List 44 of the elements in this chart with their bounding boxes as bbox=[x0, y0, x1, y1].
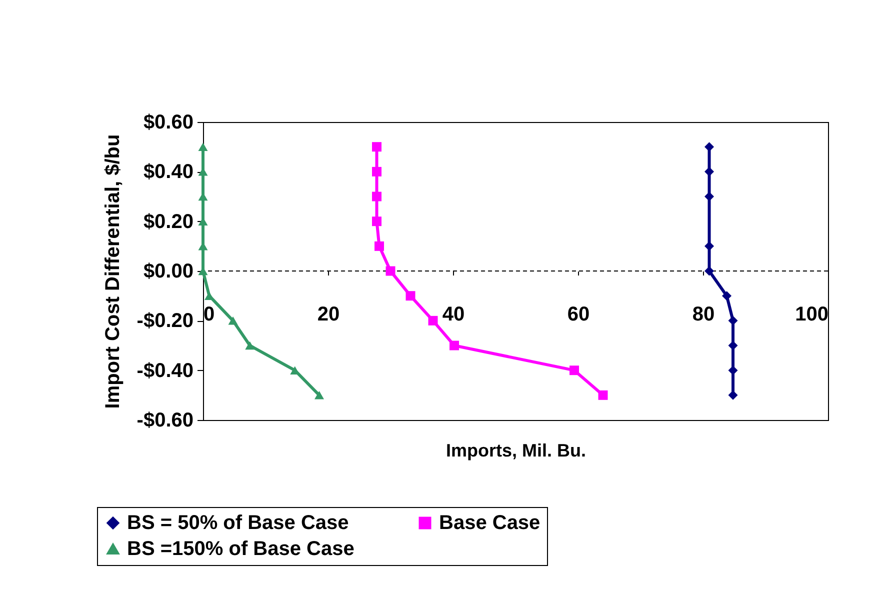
point bbox=[198, 142, 208, 151]
x-axis-title: Imports, Mil. Bu. bbox=[446, 440, 586, 460]
y-axis-title: Import Cost Differential, $/bu bbox=[102, 134, 124, 409]
point bbox=[704, 241, 714, 251]
legend-label: Base Case bbox=[439, 512, 540, 534]
point bbox=[704, 166, 714, 176]
x-tick-label: 0 bbox=[204, 304, 215, 326]
point bbox=[722, 291, 732, 301]
legend-label: BS =150% of Base Case bbox=[127, 538, 354, 560]
point bbox=[372, 166, 382, 176]
point bbox=[314, 391, 324, 400]
point bbox=[372, 192, 382, 202]
point bbox=[406, 291, 416, 301]
point bbox=[372, 216, 382, 226]
y-tick-label: -$0.60 bbox=[136, 410, 194, 432]
point bbox=[704, 266, 714, 276]
y-tick-label: -$0.40 bbox=[136, 360, 194, 382]
point bbox=[728, 340, 738, 350]
x-tick-label: 40 bbox=[442, 304, 465, 326]
x-tick-label: 60 bbox=[567, 304, 590, 326]
legend-label: BS = 50% of Base Case bbox=[127, 512, 349, 534]
point bbox=[428, 316, 438, 326]
y-tick-label: $0.20 bbox=[143, 210, 194, 233]
y-tick-label: $0.40 bbox=[143, 161, 194, 184]
point bbox=[728, 390, 738, 400]
point bbox=[704, 142, 714, 152]
point bbox=[450, 340, 459, 350]
point bbox=[386, 266, 396, 276]
point bbox=[374, 241, 384, 251]
y-tick-label: $0.00 bbox=[143, 260, 194, 282]
point bbox=[228, 316, 238, 325]
y-tick-label: $0.60 bbox=[143, 112, 194, 134]
y-tick-label: -$0.20 bbox=[136, 310, 194, 332]
x-tick-label: 80 bbox=[692, 304, 715, 326]
point bbox=[372, 142, 382, 152]
point bbox=[728, 366, 738, 376]
point bbox=[245, 341, 255, 350]
x-tick-label: 20 bbox=[317, 304, 340, 326]
point bbox=[704, 192, 714, 202]
point bbox=[570, 366, 579, 376]
x-tick-label: 100 bbox=[795, 304, 828, 326]
point bbox=[598, 390, 608, 400]
point bbox=[290, 366, 300, 374]
point bbox=[728, 316, 738, 326]
